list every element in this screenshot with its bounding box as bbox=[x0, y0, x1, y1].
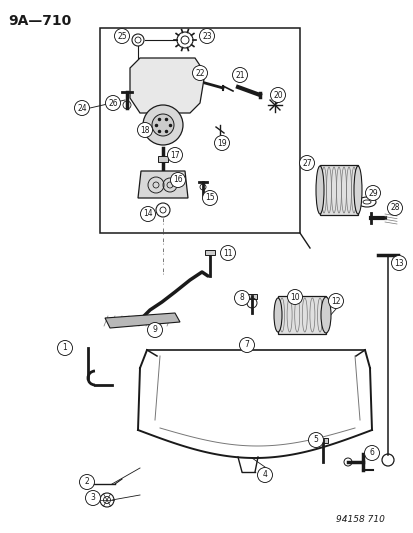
Text: 7: 7 bbox=[244, 341, 249, 350]
Bar bbox=[277, 296, 325, 334]
Text: 8: 8 bbox=[239, 294, 244, 303]
Bar bbox=[319, 165, 357, 215]
Text: 27: 27 bbox=[301, 158, 311, 167]
Text: 29: 29 bbox=[367, 189, 377, 198]
Circle shape bbox=[365, 185, 380, 200]
Text: 22: 22 bbox=[195, 69, 204, 77]
Text: 3: 3 bbox=[90, 494, 95, 503]
Text: 23: 23 bbox=[202, 31, 211, 41]
Text: 1: 1 bbox=[62, 343, 67, 352]
Circle shape bbox=[85, 490, 100, 505]
Bar bbox=[100, 28, 299, 233]
Circle shape bbox=[199, 28, 214, 44]
Circle shape bbox=[220, 246, 235, 261]
Circle shape bbox=[234, 290, 249, 305]
Circle shape bbox=[79, 474, 94, 489]
Circle shape bbox=[170, 173, 185, 188]
Text: 19: 19 bbox=[217, 139, 226, 148]
Circle shape bbox=[270, 87, 285, 102]
Ellipse shape bbox=[273, 298, 281, 332]
Circle shape bbox=[239, 337, 254, 352]
Circle shape bbox=[57, 341, 72, 356]
Text: 18: 18 bbox=[140, 125, 150, 134]
Text: 94158 710: 94158 710 bbox=[335, 515, 384, 524]
Ellipse shape bbox=[315, 166, 323, 214]
Circle shape bbox=[114, 28, 129, 44]
Circle shape bbox=[257, 467, 272, 482]
Ellipse shape bbox=[320, 297, 330, 333]
Circle shape bbox=[328, 294, 343, 309]
Text: 17: 17 bbox=[170, 150, 179, 159]
Circle shape bbox=[142, 105, 183, 145]
Circle shape bbox=[363, 446, 379, 461]
Text: 9A—710: 9A—710 bbox=[8, 14, 71, 28]
Circle shape bbox=[299, 156, 314, 171]
Text: 11: 11 bbox=[223, 248, 232, 257]
Circle shape bbox=[147, 322, 162, 337]
Text: 14: 14 bbox=[143, 209, 152, 219]
Circle shape bbox=[202, 190, 217, 206]
Circle shape bbox=[140, 206, 155, 222]
Bar bbox=[158, 156, 168, 162]
Text: 26: 26 bbox=[108, 99, 118, 108]
Circle shape bbox=[137, 123, 152, 138]
Text: 28: 28 bbox=[389, 204, 399, 213]
Circle shape bbox=[105, 95, 120, 110]
Bar bbox=[317, 438, 327, 443]
Circle shape bbox=[391, 255, 406, 271]
Text: 5: 5 bbox=[313, 435, 318, 445]
Text: 9: 9 bbox=[152, 326, 157, 335]
Text: 6: 6 bbox=[369, 448, 373, 457]
Text: 15: 15 bbox=[205, 193, 214, 203]
Ellipse shape bbox=[353, 166, 361, 214]
Text: 16: 16 bbox=[173, 175, 183, 184]
Circle shape bbox=[74, 101, 89, 116]
Text: 12: 12 bbox=[330, 296, 340, 305]
Text: 10: 10 bbox=[290, 293, 299, 302]
Text: 24: 24 bbox=[77, 103, 87, 112]
Circle shape bbox=[152, 114, 173, 136]
Bar bbox=[247, 294, 256, 299]
Circle shape bbox=[308, 432, 323, 448]
Text: 21: 21 bbox=[235, 70, 244, 79]
Circle shape bbox=[232, 68, 247, 83]
Polygon shape bbox=[105, 313, 180, 328]
Text: 13: 13 bbox=[393, 259, 403, 268]
Text: 2: 2 bbox=[84, 478, 89, 487]
Polygon shape bbox=[138, 171, 188, 198]
Text: 20: 20 bbox=[273, 91, 282, 100]
Circle shape bbox=[167, 148, 182, 163]
Bar bbox=[204, 250, 214, 255]
Polygon shape bbox=[130, 58, 204, 113]
Circle shape bbox=[214, 135, 229, 150]
Circle shape bbox=[192, 66, 207, 80]
Circle shape bbox=[287, 289, 302, 304]
Text: 4: 4 bbox=[262, 471, 267, 480]
Text: 25: 25 bbox=[117, 31, 126, 41]
Circle shape bbox=[387, 200, 401, 215]
